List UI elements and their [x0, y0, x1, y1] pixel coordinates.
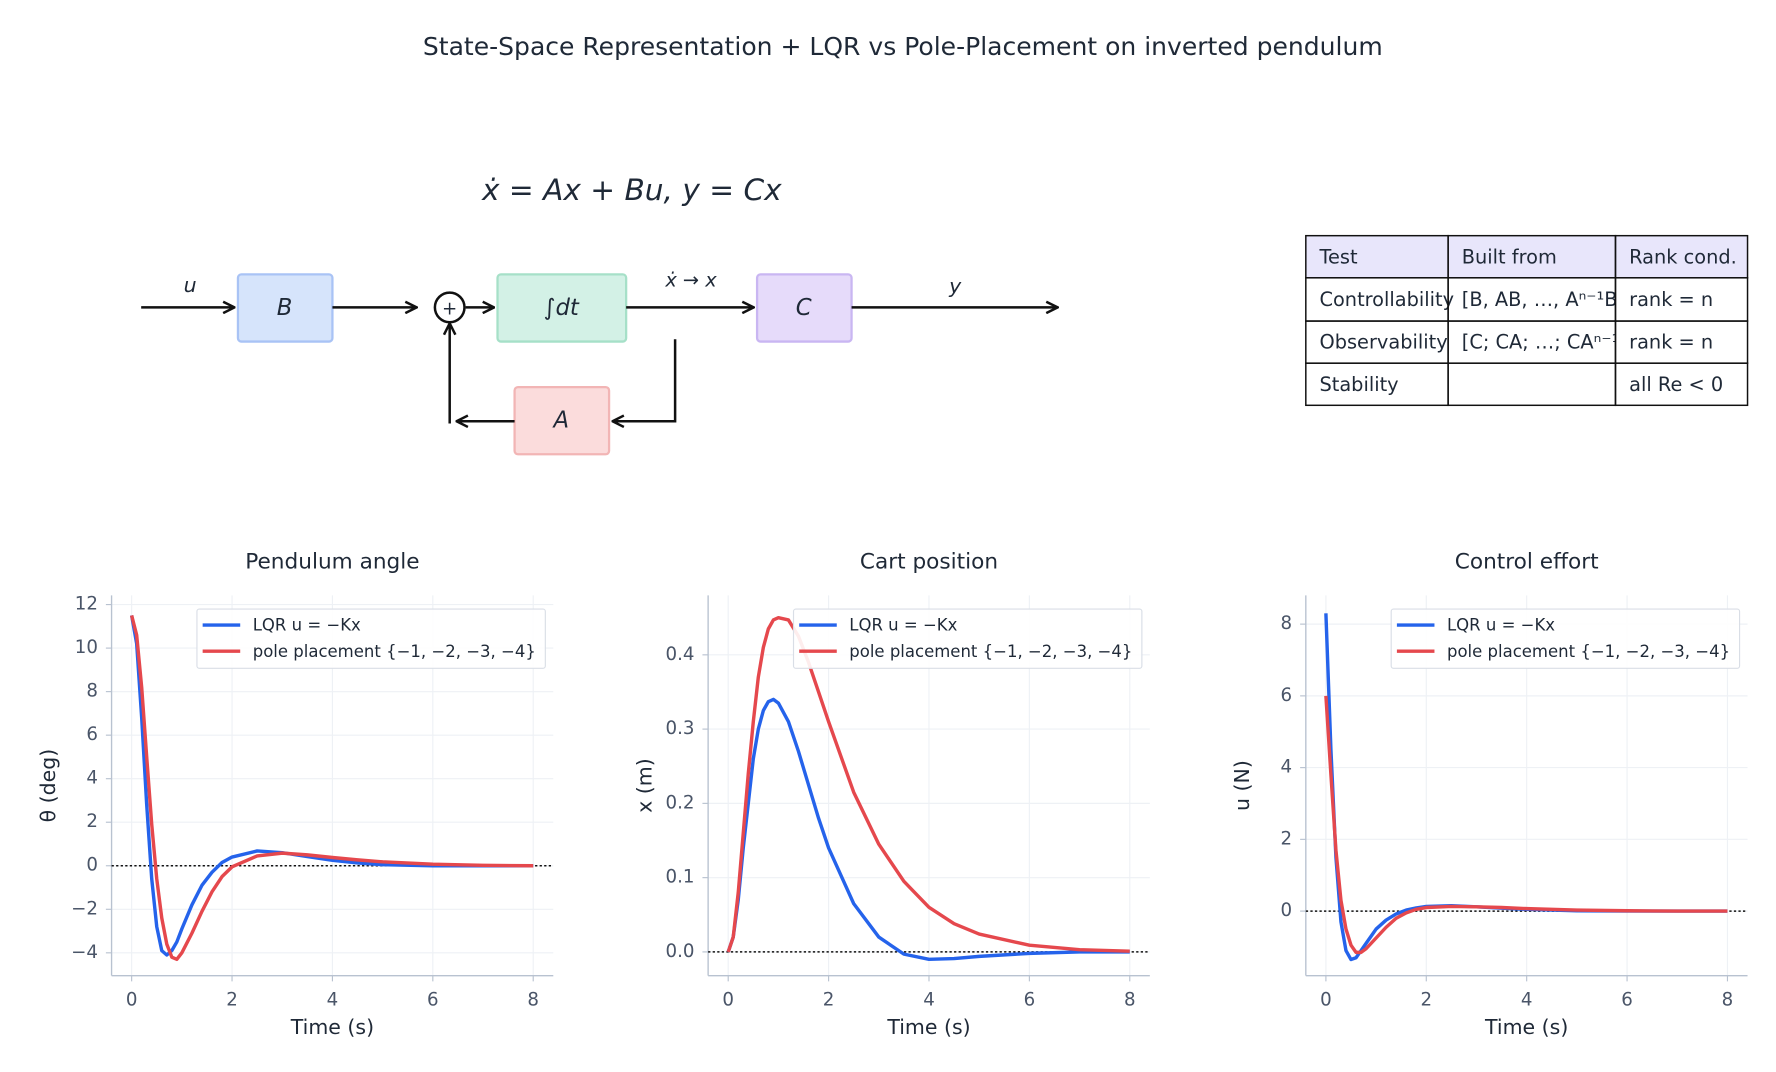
x-tick-label: 8	[527, 990, 539, 1011]
y-tick-label: 0.1	[666, 867, 695, 888]
table-cell-border	[1447, 362, 1617, 407]
table-cell-border	[1614, 362, 1749, 407]
y-tick-label: 6	[1281, 685, 1293, 706]
x-tick-label: 6	[1024, 990, 1036, 1011]
legend-label: pole placement {−1, −2, −3, −4}	[849, 642, 1132, 661]
y-tick-label: 4	[1281, 757, 1293, 778]
x-axis-label: Time (s)	[290, 1015, 374, 1039]
table: Test Built from Rank cond. Controllability […	[1305, 234, 1749, 407]
chart: Pendulum angle 0 2 4 6 8 −4 −2 0 2 4 6 8 10 12 Time (s)…	[36, 549, 554, 1039]
block-diagram: u B + ∫dt ẋ → x C y A	[141, 269, 1057, 456]
table-header: Test	[1318, 245, 1358, 268]
block-label: A	[551, 408, 569, 434]
legend-label: pole placement {−1, −2, −3, −4}	[253, 642, 536, 661]
y-axis-label: θ (deg)	[36, 749, 60, 823]
table-cell: Stability	[1319, 373, 1398, 396]
y-tick-label: 6	[86, 724, 98, 745]
chart: Control effort 0 2 4 6 8 0 2 4 6 8 Time (s) u (N) LQR…	[1230, 549, 1748, 1039]
x-tick-label: 8	[1124, 990, 1136, 1011]
chart-title: Pendulum angle	[245, 549, 419, 574]
chart: Cart position 0 2 4 6 8 0.0 0.1 0.2 0.3 0.4 Time (s…	[633, 549, 1150, 1039]
x-tick-label: 0	[126, 990, 138, 1011]
header-background	[1305, 235, 1748, 278]
block-label: B	[277, 295, 293, 321]
y-axis-label: u (N)	[1230, 760, 1254, 811]
x-tick-label: 8	[1722, 990, 1734, 1011]
line-series	[726, 697, 1130, 962]
chart-title: Cart position	[860, 549, 998, 574]
x-tick-label: 0	[1320, 990, 1332, 1011]
legend-label: LQR u = −Kx	[1447, 616, 1555, 635]
y-axis-label: x (m)	[633, 758, 657, 813]
y-tick-label: −4	[71, 942, 98, 963]
x-tick-label: 2	[226, 990, 238, 1011]
legend-box	[196, 608, 546, 669]
x-tick-label: 4	[1521, 990, 1533, 1011]
table-cell: Controllability	[1319, 288, 1454, 311]
y-tick-label: 2	[86, 811, 98, 832]
y-tick-label: 2	[1281, 828, 1293, 849]
line-series	[1324, 695, 1728, 955]
output-label: y	[948, 274, 962, 298]
x-tick-label: 2	[823, 990, 835, 1011]
table-cell: rank = n	[1629, 288, 1713, 311]
chart-title: Control effort	[1455, 549, 1599, 574]
block-label: ∫dt	[544, 295, 580, 321]
line-series	[129, 615, 534, 962]
input-label: u	[184, 273, 197, 297]
x-tick-label: 4	[923, 990, 935, 1011]
x-tick-label: 2	[1420, 990, 1432, 1011]
table-cell: all Re < 0	[1629, 373, 1723, 396]
y-tick-label: 12	[75, 594, 98, 615]
line-series	[129, 615, 534, 957]
y-tick-label: 4	[86, 768, 98, 789]
y-tick-label: 8	[1281, 613, 1293, 634]
y-tick-label: −2	[71, 898, 98, 919]
equation: ẋ = Ax + Bu, y = Cx	[481, 173, 782, 207]
block-label: C	[796, 295, 812, 321]
x-axis-label: Time (s)	[886, 1015, 970, 1039]
y-tick-label: 0	[86, 855, 98, 876]
x-tick-label: 6	[427, 990, 439, 1011]
table-cell: Observability	[1319, 331, 1447, 354]
legend-label: LQR u = −Kx	[253, 616, 361, 635]
legend-label: LQR u = −Kx	[849, 616, 957, 635]
x-tick-label: 4	[327, 990, 339, 1011]
y-tick-label: 0	[1281, 900, 1293, 921]
x-tick-label: 0	[722, 990, 734, 1011]
legend-label: pole placement {−1, −2, −3, −4}	[1447, 642, 1730, 661]
table-cell: [C; CA; …; CAⁿ⁻¹]	[1462, 331, 1627, 354]
table-cell: rank = n	[1629, 331, 1713, 354]
x-tick-label: 6	[1621, 990, 1633, 1011]
x-axis-label: Time (s)	[1484, 1015, 1568, 1039]
sum-label: +	[442, 299, 457, 320]
y-tick-label: 10	[75, 637, 98, 658]
integrator-output-label: ẋ → x	[664, 269, 717, 292]
y-tick-label: 0.4	[666, 644, 695, 665]
table-header: Rank cond.	[1629, 245, 1737, 268]
figure-title: State-Space Representation + LQR vs Pole…	[423, 32, 1383, 61]
table-cell: [B, AB, …, Aⁿ⁻¹B]	[1462, 288, 1625, 311]
y-tick-label: 0.3	[666, 718, 695, 739]
legend-box	[1390, 608, 1741, 669]
legend-box	[792, 608, 1143, 669]
y-tick-label: 0.2	[666, 792, 695, 813]
table-header: Built from	[1462, 245, 1557, 268]
table-cell: eigvals(A)	[1462, 373, 1559, 396]
y-tick-label: 8	[86, 681, 98, 702]
feedback-arrow	[612, 339, 677, 421]
y-tick-label: 0.0	[666, 941, 695, 962]
